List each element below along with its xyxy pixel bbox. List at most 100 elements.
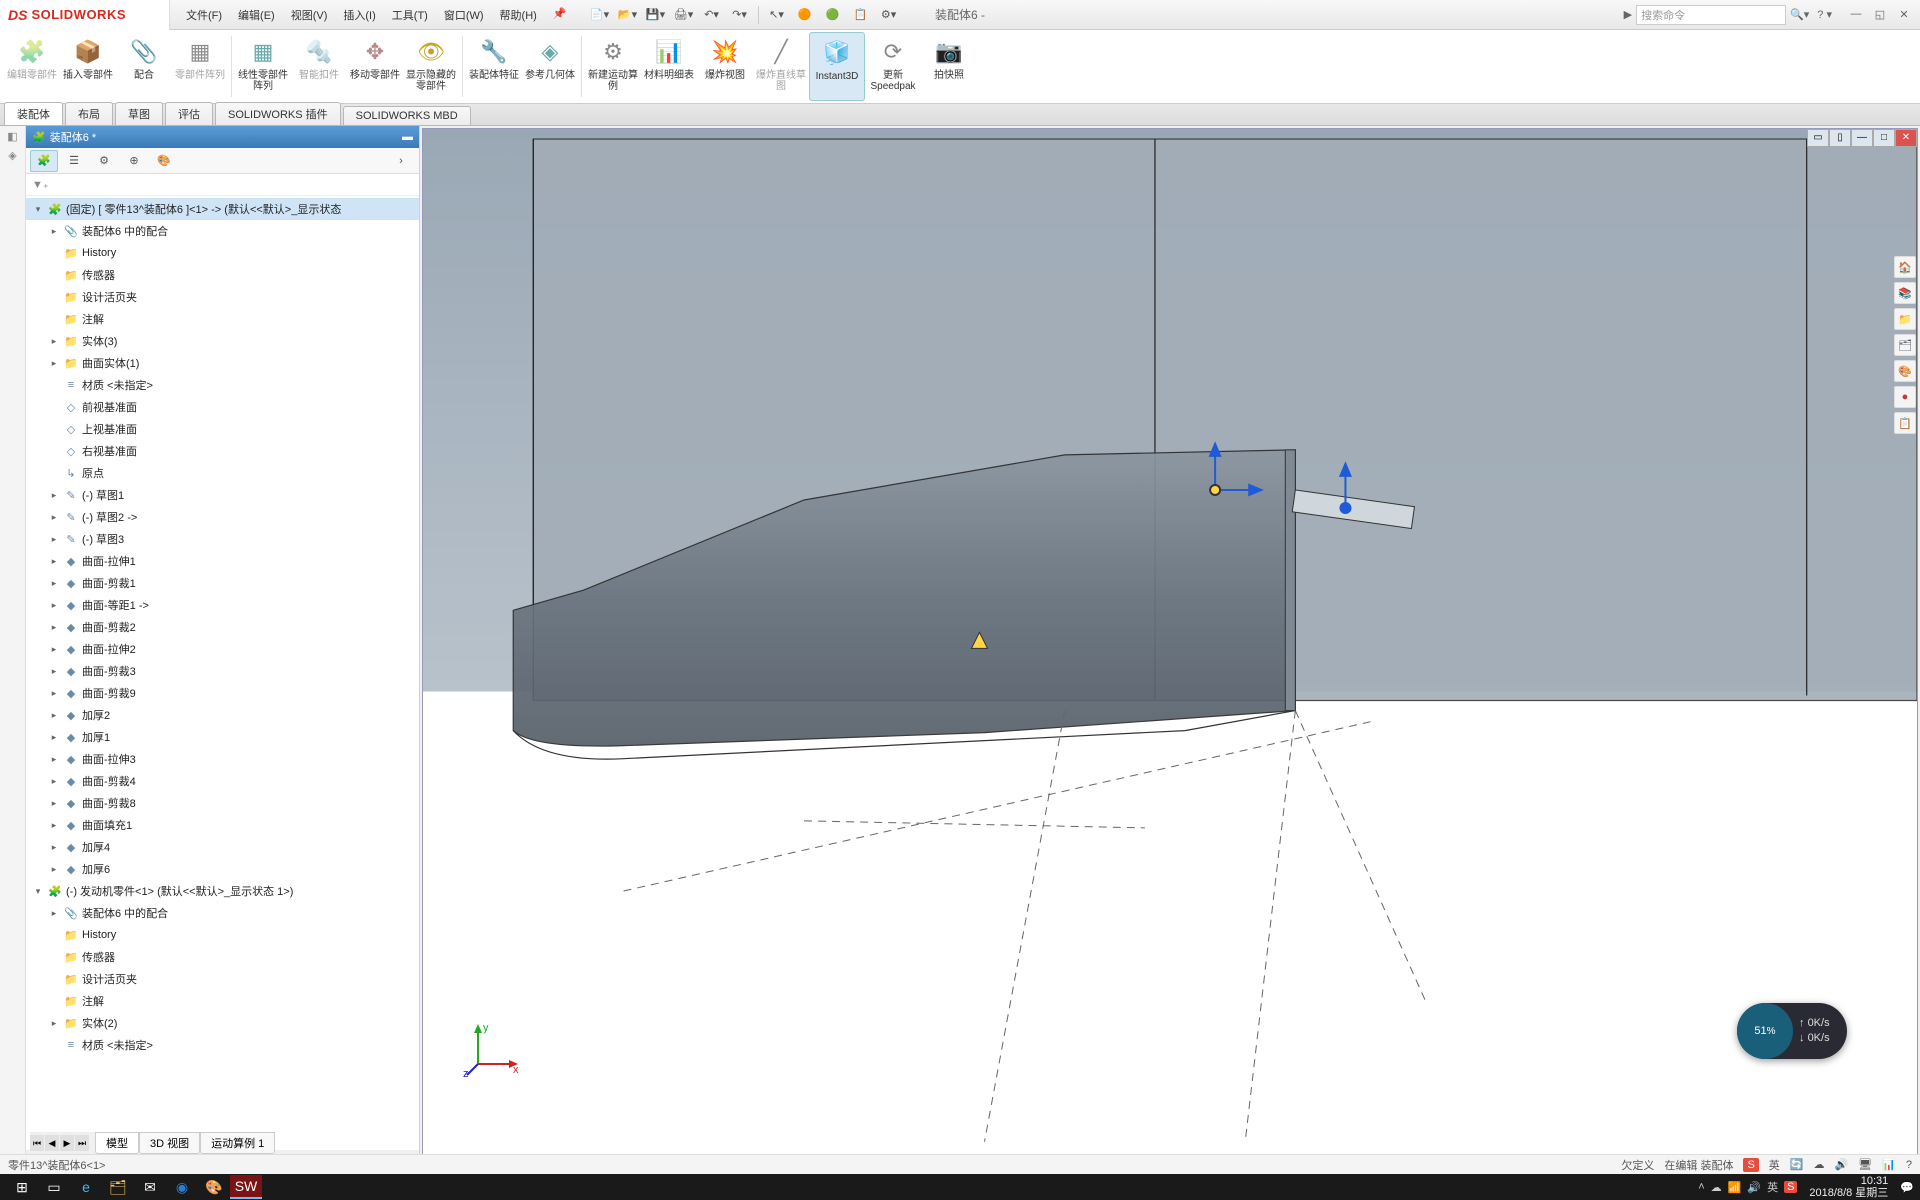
- minimize-button[interactable]: ―: [1844, 8, 1868, 21]
- qat-undo-icon[interactable]: ↶▾: [699, 4, 725, 26]
- status-icon-sync[interactable]: 🔄: [1790, 1158, 1804, 1171]
- status-icon-monitor[interactable]: 🖥: [1858, 1158, 1872, 1171]
- tree-item[interactable]: ▸✎(-) 草图3: [26, 528, 419, 550]
- menu-insert[interactable]: 插入(I): [335, 7, 383, 23]
- browser-icon[interactable]: ◉: [166, 1175, 198, 1199]
- taskpane-custom-props-icon[interactable]: 📋: [1894, 412, 1916, 434]
- tree-item[interactable]: ▸◆加厚2: [26, 704, 419, 726]
- vp-minimize-icon[interactable]: ―: [1851, 129, 1873, 147]
- tree-item[interactable]: 📁注解: [26, 308, 419, 330]
- tree-item[interactable]: ▸◆曲面-剪裁2: [26, 616, 419, 638]
- taskpane-design-library-icon[interactable]: 📁: [1894, 308, 1916, 330]
- tree-item[interactable]: ▸◆曲面-剪裁8: [26, 792, 419, 814]
- paint-icon[interactable]: 🎨: [198, 1175, 230, 1199]
- taskpane-home-icon[interactable]: 🏠: [1894, 256, 1916, 278]
- solidworks-taskbar-icon[interactable]: SW: [230, 1175, 262, 1199]
- qat-redo-icon[interactable]: ↷▾: [727, 4, 753, 26]
- file-explorer-icon[interactable]: 🗂: [102, 1175, 134, 1199]
- menu-help[interactable]: 帮助(H): [492, 7, 545, 23]
- tree-item[interactable]: ▸📁实体(3): [26, 330, 419, 352]
- vp-close-icon[interactable]: ✕: [1895, 129, 1917, 147]
- tree-item[interactable]: ▸◆曲面-剪裁3: [26, 660, 419, 682]
- search-input[interactable]: 搜索命令: [1636, 5, 1786, 25]
- tree-tab-display-icon[interactable]: 🎨: [150, 150, 178, 172]
- ribbon-bom[interactable]: 📊材料明细表: [641, 32, 697, 101]
- vp-tile-vertical-icon[interactable]: ▯: [1829, 129, 1851, 147]
- tree-item[interactable]: ▸◆曲面-剪裁4: [26, 770, 419, 792]
- restore-button[interactable]: ◱: [1868, 8, 1892, 21]
- status-ime-lang[interactable]: 英: [1769, 1157, 1780, 1173]
- menu-edit[interactable]: 编辑(E): [230, 7, 283, 23]
- tree-tab-feature-icon[interactable]: 🧩: [30, 150, 58, 172]
- qat-save-icon[interactable]: 💾▾: [643, 4, 669, 26]
- menu-file[interactable]: 文件(F): [178, 7, 230, 23]
- qat-select-icon[interactable]: ↖▾: [764, 4, 790, 26]
- taskpane-file-explorer-icon[interactable]: 🗂: [1894, 334, 1916, 356]
- tree-collapse-icon[interactable]: ▬: [402, 131, 413, 143]
- start-button[interactable]: ⊞: [6, 1175, 38, 1199]
- tray-notifications-icon[interactable]: 💬: [1900, 1181, 1914, 1194]
- tree-item[interactable]: ▸◆曲面-拉伸1: [26, 550, 419, 572]
- tray-up-icon[interactable]: ˄: [1698, 1181, 1704, 1193]
- tree-item[interactable]: ◇上视基准面: [26, 418, 419, 440]
- tree-item[interactable]: ▸◆曲面-拉伸3: [26, 748, 419, 770]
- edge-icon[interactable]: e: [70, 1175, 102, 1199]
- tree-tab-config-icon[interactable]: ⚙: [90, 150, 118, 172]
- qat-rebuild-icon[interactable]: 🟠: [792, 4, 818, 26]
- qat-rebuild2-icon[interactable]: 🟢: [820, 4, 846, 26]
- tree-item[interactable]: ◇右视基准面: [26, 440, 419, 462]
- tree-tab-property-icon[interactable]: ☰: [60, 150, 88, 172]
- tray-volume-icon[interactable]: 🔊: [1747, 1181, 1761, 1194]
- tray-ime-icon[interactable]: 英: [1767, 1179, 1778, 1195]
- tree-item[interactable]: ▸✎(-) 草图2 ->: [26, 506, 419, 528]
- help-icon[interactable]: ? ▾: [1817, 8, 1832, 21]
- bottom-tab-motion-study[interactable]: 运动算例 1: [200, 1132, 275, 1154]
- tab-solidworks-addins[interactable]: SOLIDWORKS 插件: [215, 102, 341, 125]
- search-run-icon[interactable]: ▶: [1624, 8, 1632, 21]
- menu-pin-icon[interactable]: 📌: [545, 7, 575, 23]
- tree-expand-icon[interactable]: ›: [387, 150, 415, 172]
- menu-view[interactable]: 视图(V): [283, 7, 336, 23]
- bottom-tab-model[interactable]: 模型: [95, 1132, 139, 1154]
- qat-open-icon[interactable]: 📂▾: [615, 4, 641, 26]
- ribbon-new-motion-study[interactable]: ⚙新建运动算例: [585, 32, 641, 101]
- tree-item[interactable]: ▸◆曲面-等距1 ->: [26, 594, 419, 616]
- tab-solidworks-mbd[interactable]: SOLIDWORKS MBD: [343, 106, 471, 125]
- btab-last-icon[interactable]: ⏭: [75, 1135, 89, 1151]
- tree-item[interactable]: ↳原点: [26, 462, 419, 484]
- tree-tab-dimxpert-icon[interactable]: ⊕: [120, 150, 148, 172]
- close-button[interactable]: ✕: [1892, 8, 1916, 21]
- search-dropdown-icon[interactable]: 🔍▾: [1790, 8, 1809, 21]
- tree-item[interactable]: 📁History: [26, 242, 419, 264]
- tree-item[interactable]: ▸◆曲面-拉伸2: [26, 638, 419, 660]
- tree-item[interactable]: ▸◆曲面-剪裁9: [26, 682, 419, 704]
- tree-item[interactable]: ▸📎装配体6 中的配合: [26, 220, 419, 242]
- ribbon-instant3d[interactable]: 🧊Instant3D: [809, 32, 865, 101]
- ribbon-explode-line-sketch[interactable]: ╱爆炸直线草图: [753, 32, 809, 101]
- status-icon-perf[interactable]: 📊: [1882, 1158, 1896, 1171]
- ribbon-take-snapshot[interactable]: 📷拍快照: [921, 32, 977, 101]
- tree-item[interactable]: ▸◆加厚1: [26, 726, 419, 748]
- graphics-viewport[interactable]: ▭ ▯ ― □ ✕ 🔍 ⬚ ↶ ◫ 🧊▾ ▦▾ 👁▾ 🎨▾ 🏞▾ ●▾ ● ●▾…: [422, 128, 1918, 1160]
- status-ime-badge[interactable]: S: [1743, 1158, 1758, 1172]
- ribbon-edit-part[interactable]: 🧩编辑零部件: [4, 32, 60, 101]
- tree-item[interactable]: 📁设计活页夹: [26, 968, 419, 990]
- qat-print-icon[interactable]: 🖨▾: [671, 4, 697, 26]
- tree-root-part[interactable]: ▾🧩(固定) [ 零件13^装配体6 ]<1> -> (默认<<默认>_显示状态: [26, 198, 419, 220]
- tray-cloud-icon[interactable]: ☁: [1711, 1181, 1722, 1194]
- orientation-triad[interactable]: y x z: [463, 1019, 523, 1079]
- tree-item[interactable]: ▸◆曲面-剪裁1: [26, 572, 419, 594]
- tree-item[interactable]: ▸◆加厚6: [26, 858, 419, 880]
- ribbon-update-speedpak[interactable]: ⟳更新Speedpak: [865, 32, 921, 101]
- tree-item[interactable]: ▸📎装配体6 中的配合: [26, 902, 419, 924]
- vp-tile-horizontal-icon[interactable]: ▭: [1807, 129, 1829, 147]
- tray-sogou-icon[interactable]: S: [1784, 1181, 1797, 1193]
- taskpane-appearances-icon[interactable]: ●: [1894, 386, 1916, 408]
- tree-item[interactable]: 📁History: [26, 924, 419, 946]
- tree-item[interactable]: ▸◆曲面填充1: [26, 814, 419, 836]
- tab-evaluate[interactable]: 评估: [165, 102, 213, 125]
- tab-sketch[interactable]: 草图: [115, 102, 163, 125]
- ribbon-move-component[interactable]: ✥移动零部件: [347, 32, 403, 101]
- status-icon-sound[interactable]: 🔊: [1835, 1158, 1849, 1171]
- tree-root-engine[interactable]: ▾🧩(-) 发动机零件<1> (默认<<默认>_显示状态 1>): [26, 880, 419, 902]
